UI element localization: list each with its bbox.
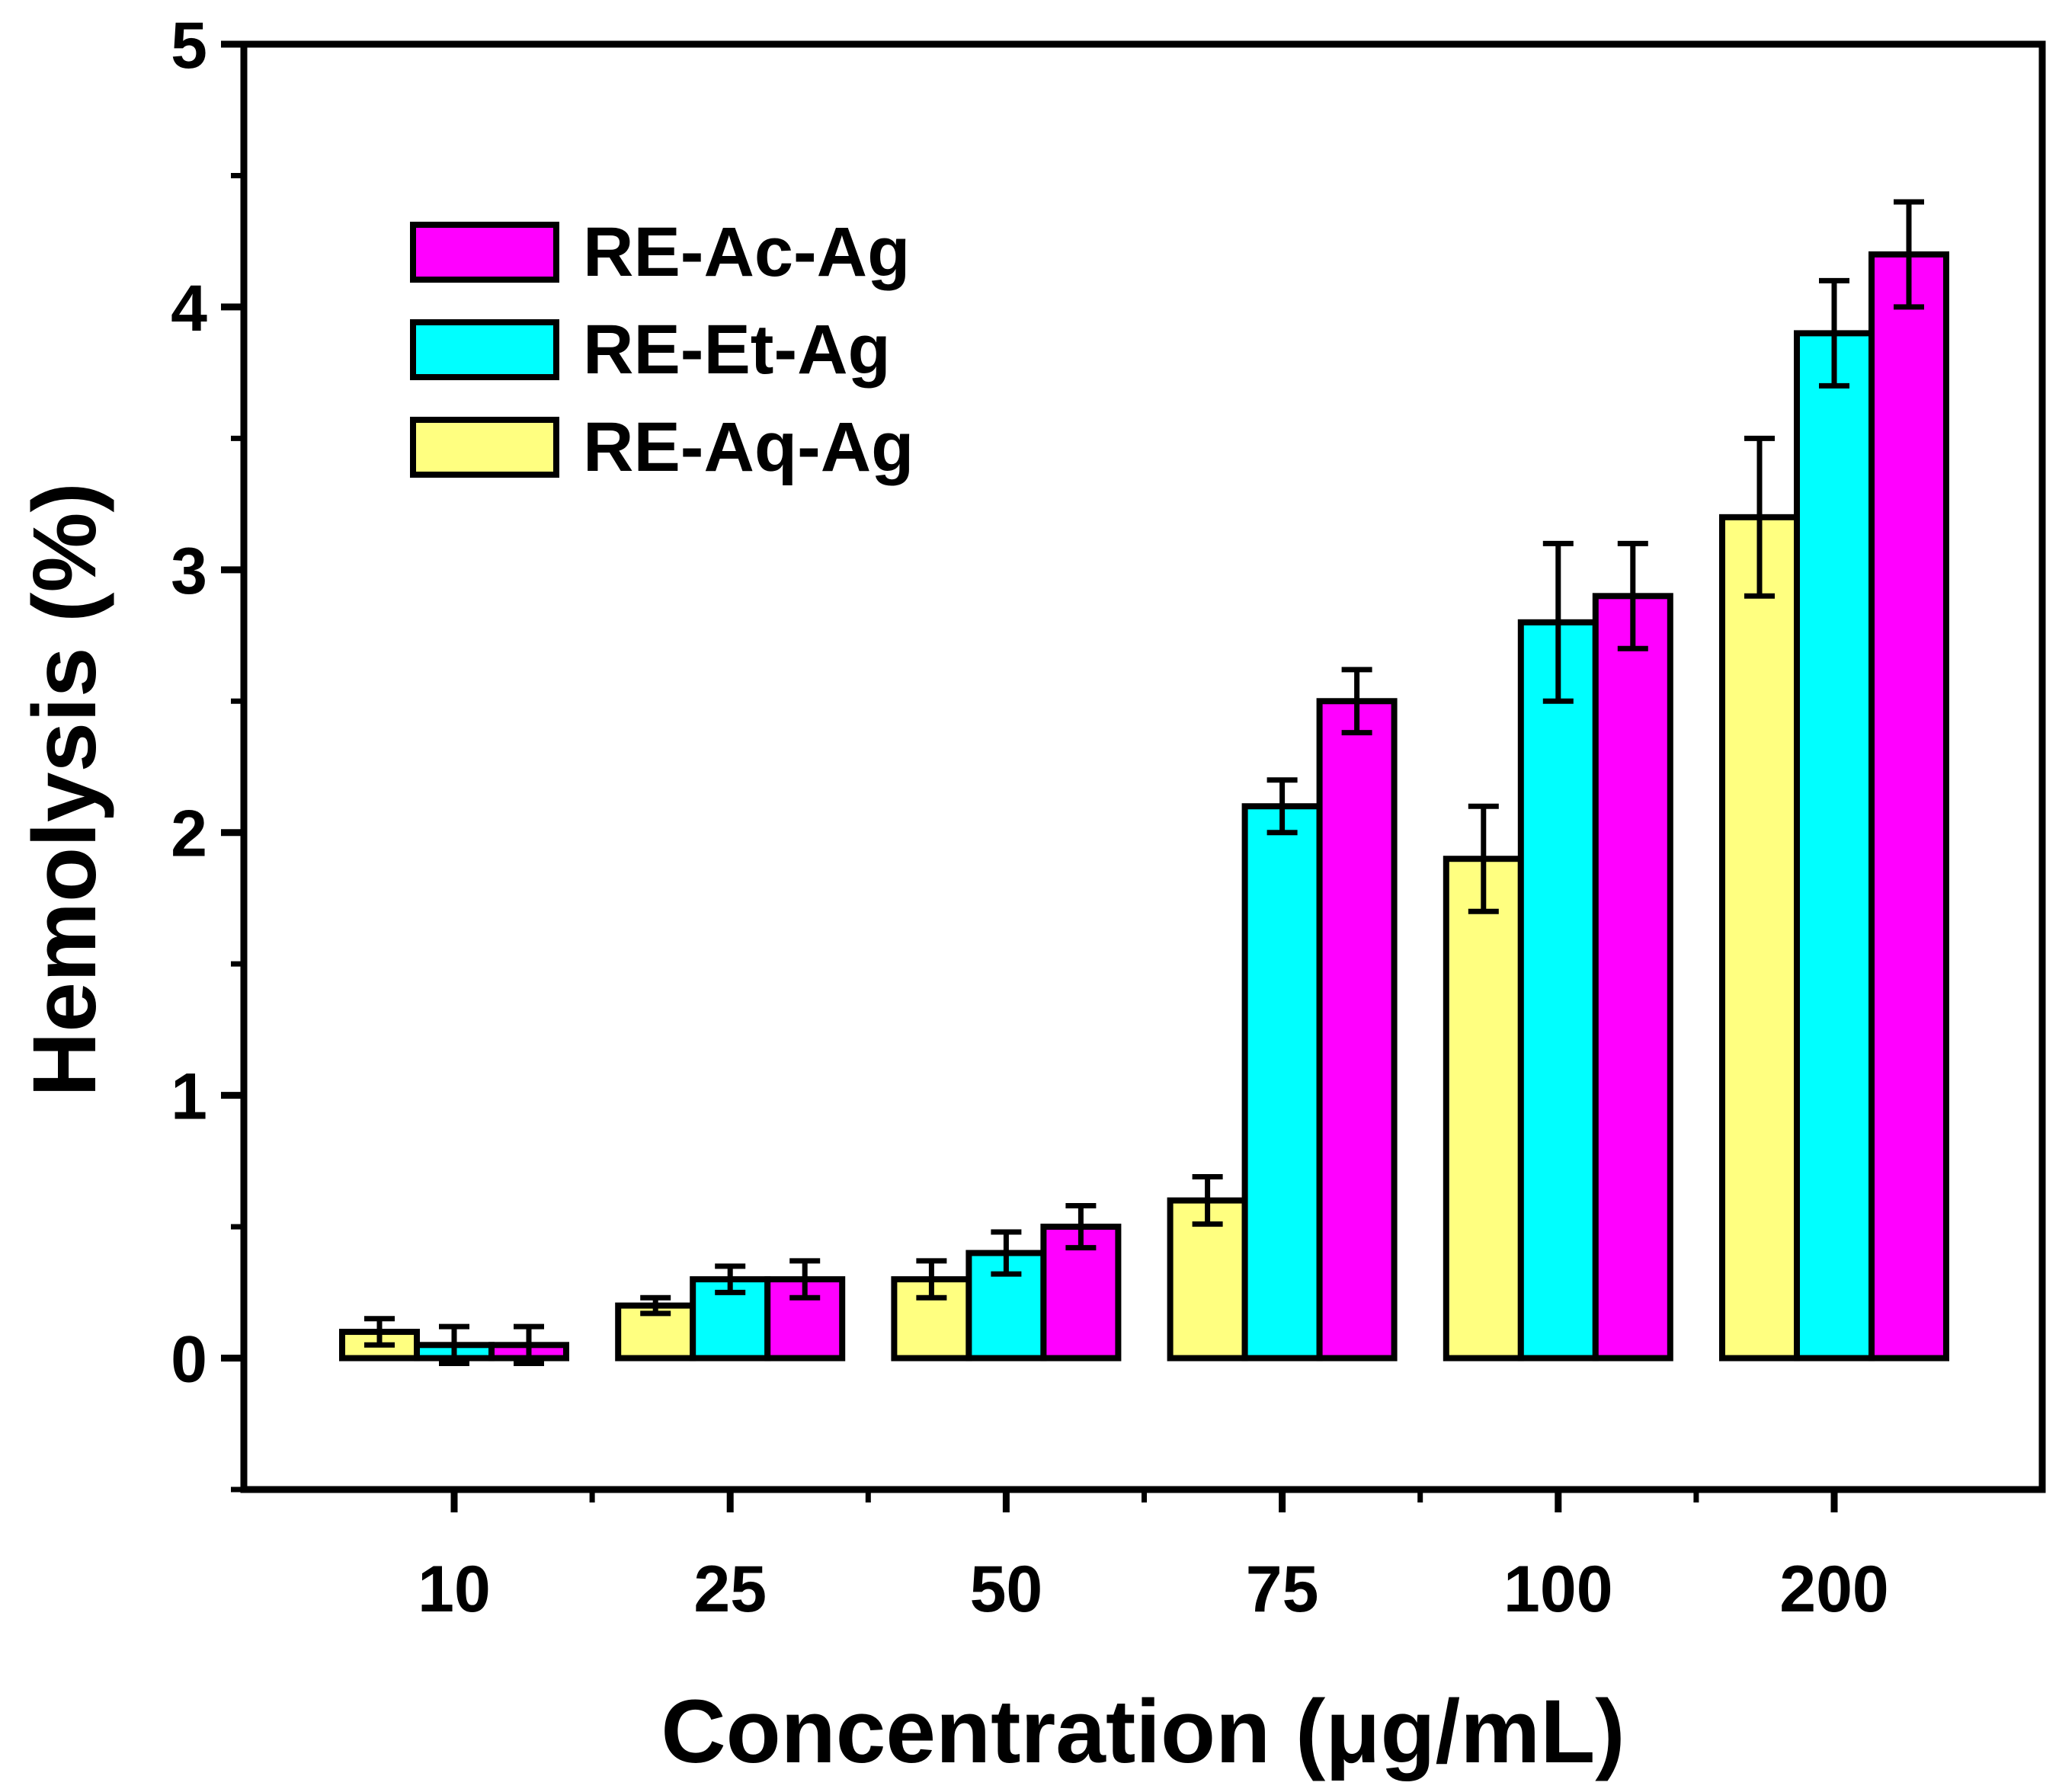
- legend-swatch-re-aq-ag: [410, 417, 559, 478]
- legend-swatch-re-et-ag: [410, 319, 559, 380]
- bar-re-et-ag-100: [1517, 619, 1599, 1362]
- legend-label-re-et-ag: RE-Et-Ag: [583, 311, 891, 389]
- error-bar-re-ac-ag-50: [1065, 1202, 1097, 1251]
- error-bar-re-aq-ag-75: [1192, 1174, 1223, 1227]
- error-bars-layer: [364, 199, 1924, 1366]
- x-tick-label: 200: [1779, 1553, 1889, 1626]
- y-tick-label: 2: [171, 798, 207, 871]
- error-bar-re-et-ag-200: [1819, 277, 1849, 389]
- error-bar-re-et-ag-75: [1266, 777, 1298, 836]
- legend-swatch-re-ac-ag: [410, 222, 559, 283]
- error-bar-re-aq-ag-100: [1468, 803, 1499, 914]
- x-tick-label: 75: [1246, 1553, 1319, 1626]
- x-tick-label: 50: [970, 1553, 1043, 1626]
- error-bar-re-aq-ag-25: [640, 1294, 671, 1317]
- error-bar-re-et-ag-25: [715, 1263, 746, 1295]
- legend-label-re-aq-ag: RE-Aq-Ag: [583, 408, 914, 486]
- legend: RE-Ac-Ag RE-Et-Ag RE-Aq-Ag: [410, 213, 914, 486]
- legend-label-re-ac-ag: RE-Ac-Ag: [583, 213, 910, 291]
- x-tick-label: 100: [1503, 1553, 1613, 1626]
- y-tick-label: 0: [171, 1323, 207, 1397]
- x-tick-label: 25: [693, 1553, 767, 1626]
- error-bar-re-et-ag-10: [439, 1323, 469, 1366]
- y-tick-label: 4: [171, 272, 207, 345]
- bar-re-et-ag-75: [1241, 803, 1323, 1362]
- error-bar-re-et-ag-100: [1542, 540, 1574, 704]
- error-bar-re-et-ag-50: [991, 1229, 1022, 1277]
- bar-re-ac-ag-75: [1316, 698, 1398, 1362]
- error-bar-re-aq-ag-50: [916, 1258, 947, 1301]
- bar-re-ac-ag-100: [1592, 593, 1673, 1362]
- y-tick-label: 1: [171, 1061, 207, 1134]
- error-bar-re-ac-ag-75: [1341, 667, 1372, 736]
- error-bar-re-ac-ag-10: [514, 1323, 544, 1366]
- error-bar-re-aq-ag-200: [1744, 435, 1775, 599]
- bar-re-aq-ag-200: [1719, 514, 1800, 1362]
- x-tick-label: 10: [418, 1553, 491, 1626]
- y-tick-label: 5: [171, 9, 207, 82]
- bar-re-et-ag-200: [1794, 330, 1875, 1362]
- y-axis: 0 1 2 3 4 5: [171, 9, 244, 1493]
- error-bar-re-ac-ag-200: [1894, 199, 1924, 310]
- bar-re-ac-ag-200: [1868, 251, 1949, 1362]
- y-axis-title: Hemolysis (%): [14, 482, 115, 1097]
- error-bar-re-aq-ag-10: [364, 1316, 395, 1348]
- y-tick-label: 3: [171, 535, 207, 608]
- error-bar-re-ac-ag-100: [1617, 540, 1648, 651]
- x-axis: 10 25 50 75 100 200: [418, 1490, 1889, 1626]
- error-bar-re-ac-ag-25: [789, 1258, 821, 1301]
- bar-re-aq-ag-100: [1443, 856, 1524, 1362]
- x-axis-title: Concentration (μg/mL): [661, 1682, 1625, 1782]
